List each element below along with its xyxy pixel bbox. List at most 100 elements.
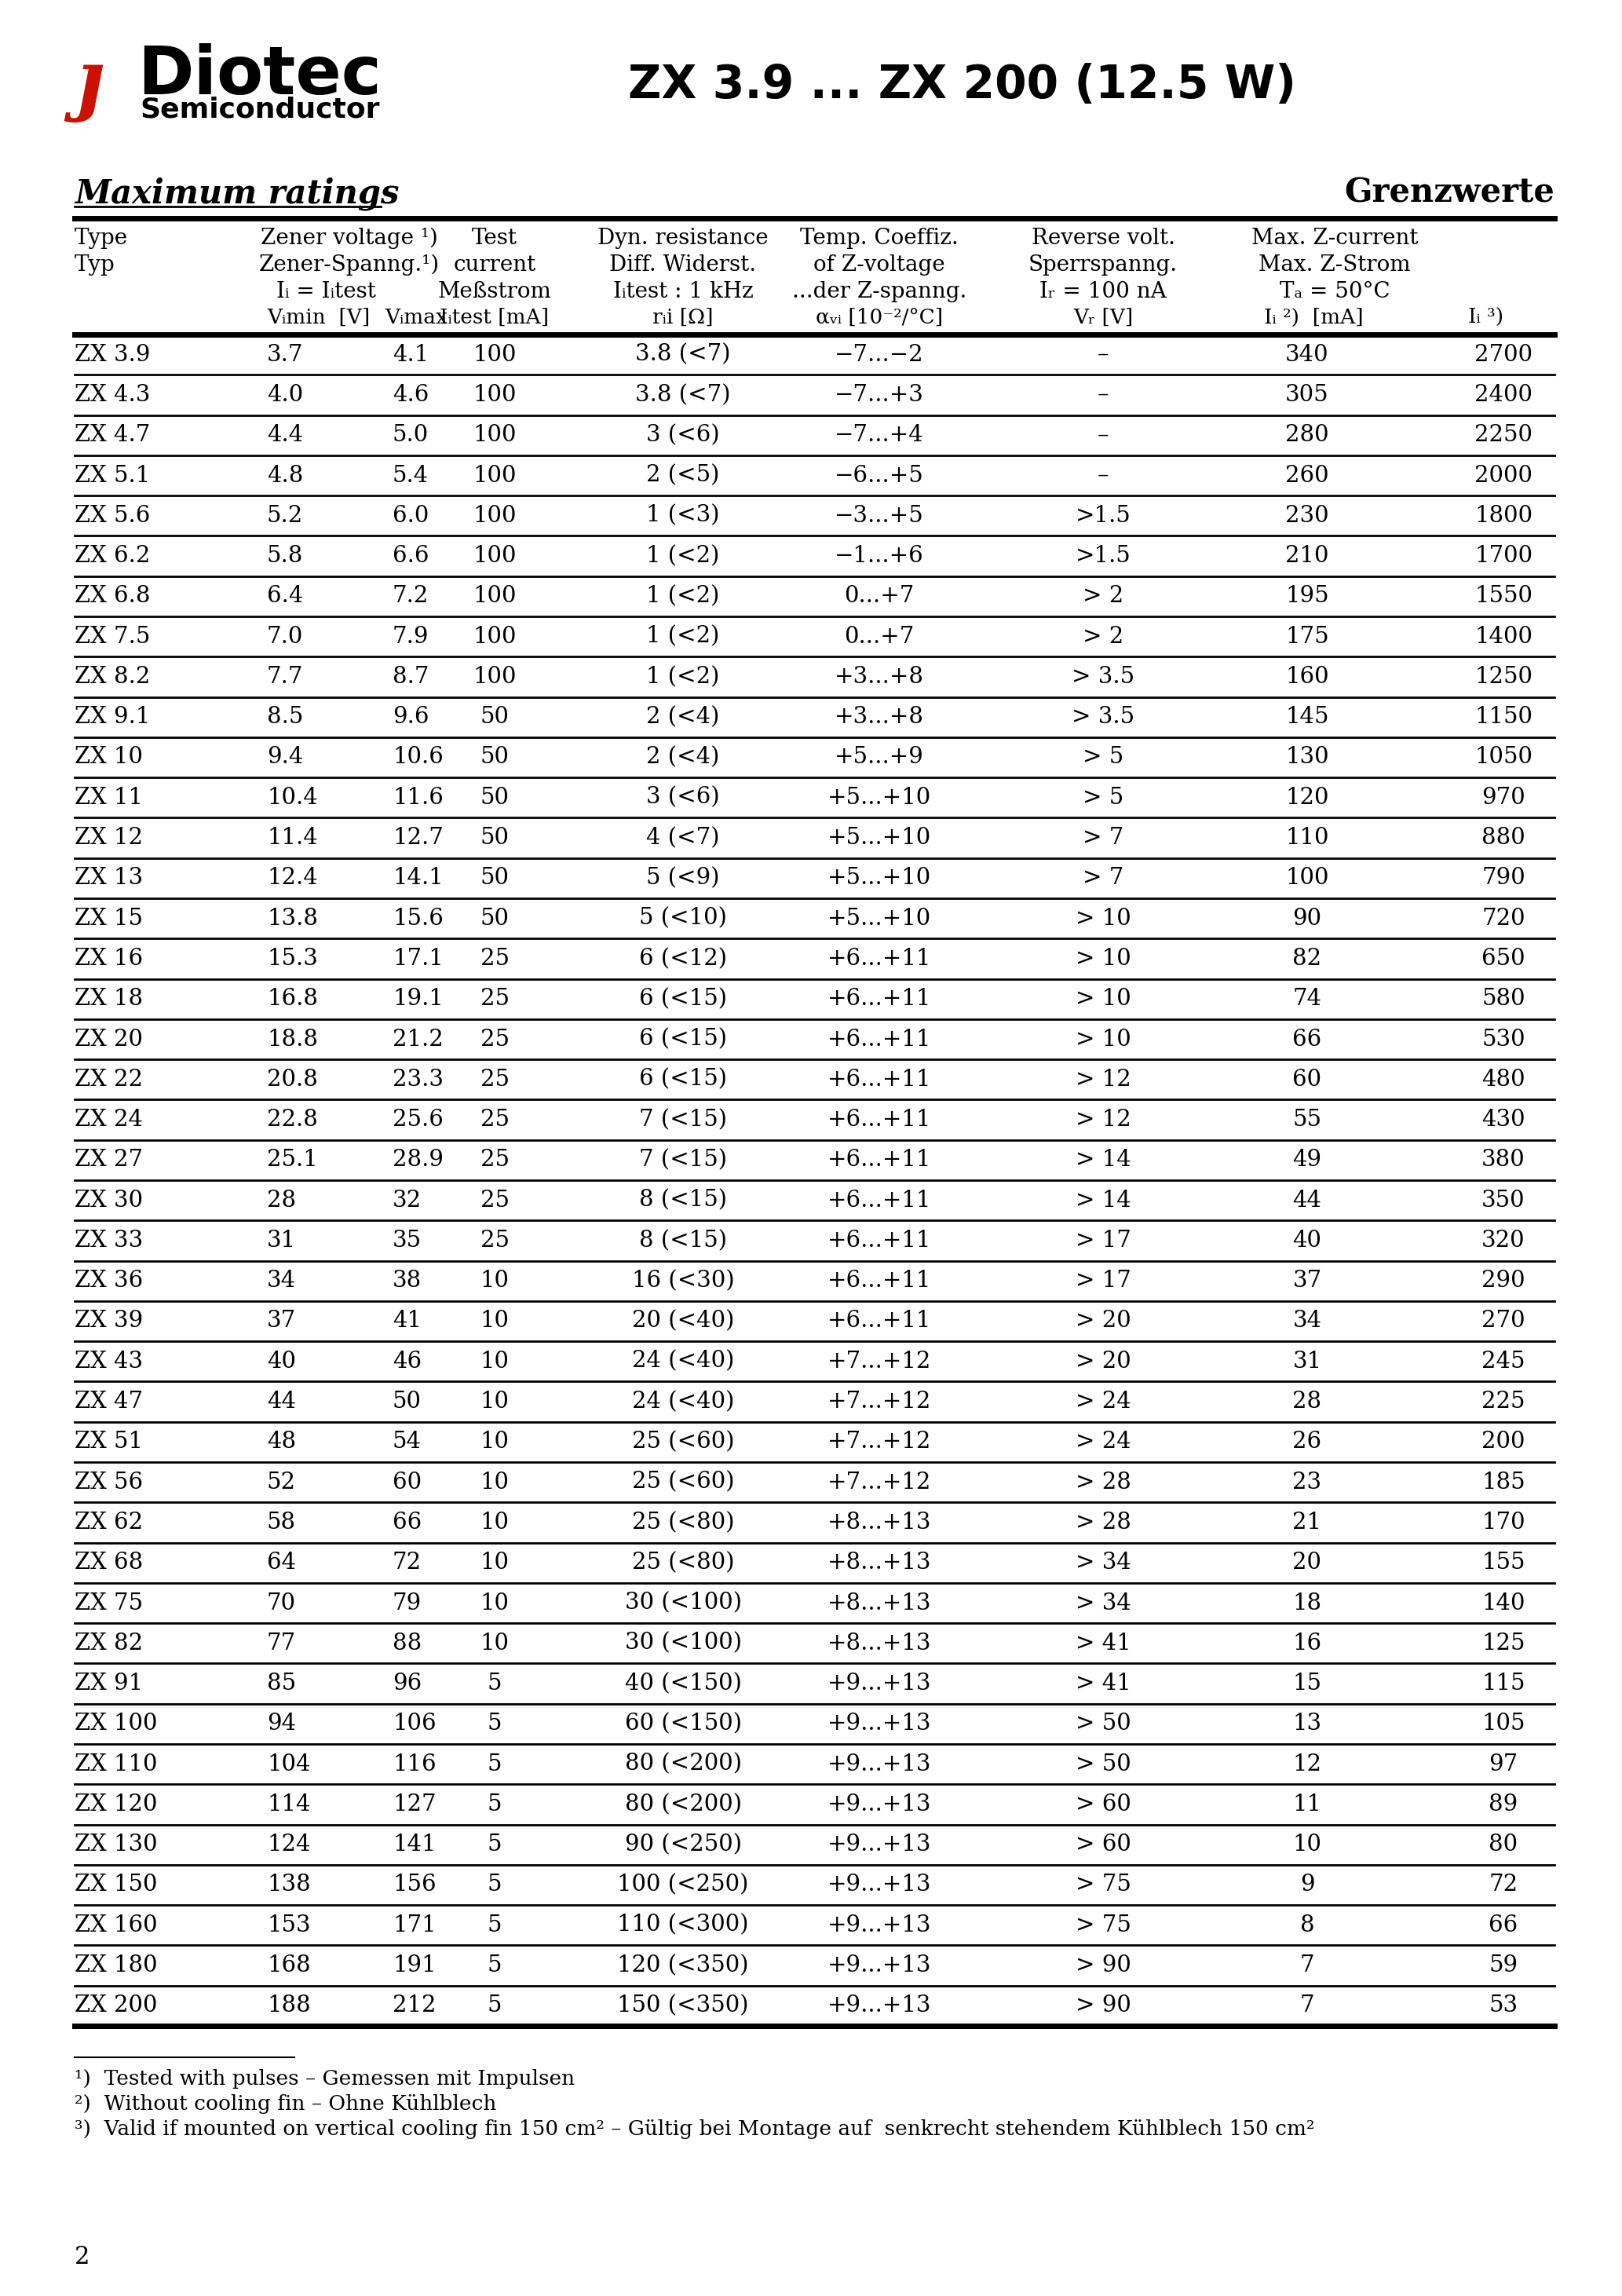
Text: 49: 49 xyxy=(1293,1148,1322,1171)
Text: Diff. Widerst.: Diff. Widerst. xyxy=(610,255,756,276)
Text: 6 (<15): 6 (<15) xyxy=(639,1068,727,1091)
Text: 530: 530 xyxy=(1481,1029,1525,1049)
Text: > 34: > 34 xyxy=(1075,1591,1131,1614)
Text: 104: 104 xyxy=(268,1754,310,1775)
Text: 21.2: 21.2 xyxy=(393,1029,443,1049)
Text: 171: 171 xyxy=(393,1915,436,1936)
Text: 4.4: 4.4 xyxy=(268,425,303,445)
Text: Maximum ratings: Maximum ratings xyxy=(75,177,399,209)
Text: 52: 52 xyxy=(268,1472,295,1492)
Text: of Z-voltage: of Z-voltage xyxy=(814,255,946,276)
Text: 156: 156 xyxy=(393,1874,436,1896)
Text: 96: 96 xyxy=(393,1671,422,1694)
Text: ZX 160: ZX 160 xyxy=(75,1915,157,1936)
Text: ZX 43: ZX 43 xyxy=(75,1350,143,1373)
Text: ZX 12: ZX 12 xyxy=(75,827,143,850)
Text: 5: 5 xyxy=(487,1713,501,1736)
Text: 66: 66 xyxy=(1489,1915,1518,1936)
Text: ZX 3.9 ... ZX 200 (12.5 W): ZX 3.9 ... ZX 200 (12.5 W) xyxy=(628,62,1296,108)
Text: +8...+13: +8...+13 xyxy=(827,1511,931,1534)
Text: 5: 5 xyxy=(487,1835,501,1855)
Text: 1250: 1250 xyxy=(1474,666,1533,689)
Text: 72: 72 xyxy=(393,1552,422,1573)
Text: 21: 21 xyxy=(1293,1511,1322,1534)
Text: 1700: 1700 xyxy=(1474,544,1533,567)
Text: 15.3: 15.3 xyxy=(268,948,318,969)
Text: 110: 110 xyxy=(1285,827,1328,850)
Text: 13: 13 xyxy=(1293,1713,1322,1736)
Text: 60 (<150): 60 (<150) xyxy=(624,1713,741,1736)
Text: 20 (<40): 20 (<40) xyxy=(633,1311,735,1332)
Text: 77: 77 xyxy=(268,1632,297,1655)
Text: 153: 153 xyxy=(268,1915,310,1936)
Text: 127: 127 xyxy=(393,1793,436,1816)
Text: ZX 120: ZX 120 xyxy=(75,1793,157,1816)
Text: 64: 64 xyxy=(268,1552,297,1573)
Text: 4 (<7): 4 (<7) xyxy=(646,827,720,850)
Text: 25: 25 xyxy=(480,948,509,969)
Text: > 17: > 17 xyxy=(1075,1231,1131,1251)
Text: −7...+3: −7...+3 xyxy=(835,383,925,406)
Text: 1 (<2): 1 (<2) xyxy=(647,544,720,567)
Text: 1800: 1800 xyxy=(1474,505,1533,526)
Text: 55: 55 xyxy=(1293,1109,1322,1132)
Text: 1550: 1550 xyxy=(1474,585,1533,606)
Text: ZX 8.2: ZX 8.2 xyxy=(75,666,151,689)
Text: +7...+12: +7...+12 xyxy=(827,1391,931,1412)
Text: ZX 20: ZX 20 xyxy=(75,1029,143,1049)
Text: 30 (<100): 30 (<100) xyxy=(624,1632,741,1655)
Text: −7...+4: −7...+4 xyxy=(835,425,925,445)
Text: Vᵢmax: Vᵢmax xyxy=(384,308,448,328)
Text: > 28: > 28 xyxy=(1075,1511,1131,1534)
Text: > 2: > 2 xyxy=(1082,625,1124,647)
Text: ZX 5.1: ZX 5.1 xyxy=(75,464,151,487)
Text: Sperrspanng.: Sperrspanng. xyxy=(1028,255,1178,276)
Text: 20.8: 20.8 xyxy=(268,1068,318,1091)
Text: > 20: > 20 xyxy=(1075,1350,1131,1373)
Text: 13.8: 13.8 xyxy=(268,907,318,930)
Text: Iᵢ ²)  [mA]: Iᵢ ²) [mA] xyxy=(1264,308,1364,328)
Text: +6...+11: +6...+11 xyxy=(827,1109,931,1132)
Text: 6 (<15): 6 (<15) xyxy=(639,1029,727,1049)
Text: ZX 18: ZX 18 xyxy=(75,987,143,1010)
Text: Semiconductor: Semiconductor xyxy=(139,96,380,124)
Text: 25: 25 xyxy=(480,987,509,1010)
Text: 9.4: 9.4 xyxy=(268,746,303,769)
Text: 28: 28 xyxy=(1293,1391,1322,1412)
Text: +9...+13: +9...+13 xyxy=(827,1835,931,1855)
Text: ZX 200: ZX 200 xyxy=(75,1995,157,2016)
Text: 320: 320 xyxy=(1481,1231,1525,1251)
Text: 140: 140 xyxy=(1481,1591,1525,1614)
Text: 9: 9 xyxy=(1299,1874,1314,1896)
Text: +5...+9: +5...+9 xyxy=(835,746,925,769)
Text: +9...+13: +9...+13 xyxy=(827,1713,931,1736)
Text: 22.8: 22.8 xyxy=(268,1109,318,1132)
Text: ²)  Without cooling fin – Ohne Kühlblech: ²) Without cooling fin – Ohne Kühlblech xyxy=(75,2094,496,2115)
Text: +6...+11: +6...+11 xyxy=(827,1029,931,1049)
Text: 20: 20 xyxy=(1293,1552,1322,1573)
Text: 5 (<10): 5 (<10) xyxy=(639,907,727,930)
Text: 970: 970 xyxy=(1481,788,1525,808)
Text: 50: 50 xyxy=(480,868,509,889)
Text: 25: 25 xyxy=(480,1068,509,1091)
Text: 1150: 1150 xyxy=(1474,707,1533,728)
Text: ZX 7.5: ZX 7.5 xyxy=(75,625,151,647)
Text: > 5: > 5 xyxy=(1082,788,1124,808)
Text: 1400: 1400 xyxy=(1474,625,1533,647)
Text: 31: 31 xyxy=(268,1231,297,1251)
Text: 10: 10 xyxy=(480,1430,509,1453)
Text: ZX 4.3: ZX 4.3 xyxy=(75,383,151,406)
Text: 2 (<5): 2 (<5) xyxy=(647,464,720,487)
Text: +8...+13: +8...+13 xyxy=(827,1591,931,1614)
Text: 38: 38 xyxy=(393,1270,422,1293)
Text: 7.7: 7.7 xyxy=(268,666,303,689)
Text: 480: 480 xyxy=(1481,1068,1525,1091)
Text: 60: 60 xyxy=(393,1472,422,1492)
Text: >1.5: >1.5 xyxy=(1075,544,1131,567)
Text: 40 (<150): 40 (<150) xyxy=(624,1671,741,1694)
Text: 1 (<3): 1 (<3) xyxy=(646,505,720,526)
Text: 141: 141 xyxy=(393,1835,436,1855)
Text: 28: 28 xyxy=(268,1189,297,1212)
Text: 37: 37 xyxy=(268,1311,297,1332)
Text: Iᵢtest [mA]: Iᵢtest [mA] xyxy=(440,308,550,328)
